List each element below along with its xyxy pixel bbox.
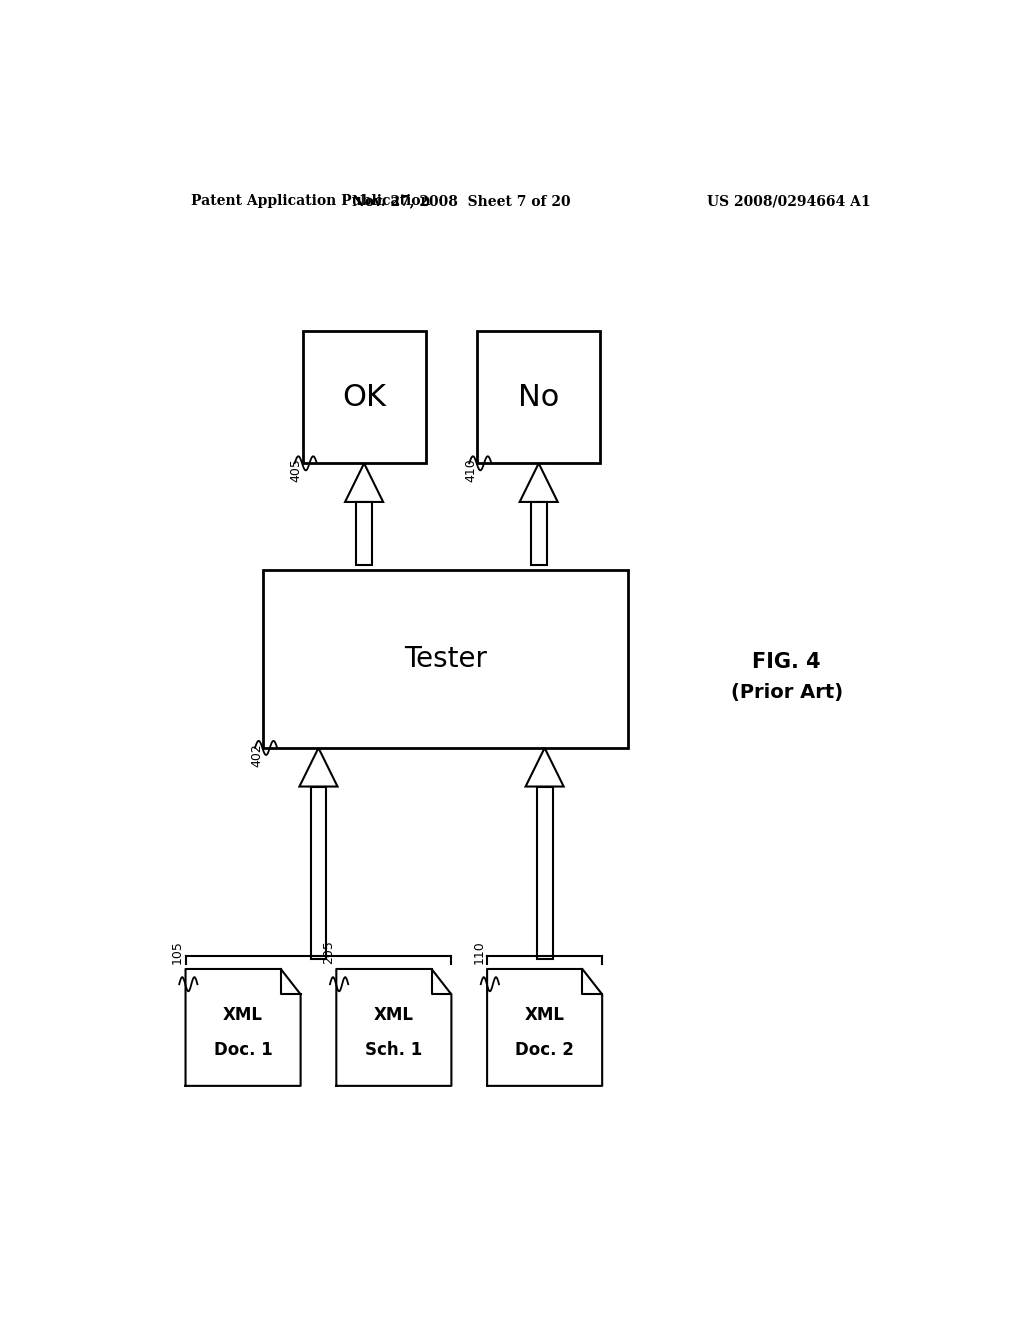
Text: US 2008/0294664 A1: US 2008/0294664 A1 xyxy=(708,194,871,209)
Text: 110: 110 xyxy=(473,940,485,964)
Text: XML: XML xyxy=(223,1006,263,1024)
Text: (Prior Art): (Prior Art) xyxy=(731,682,843,701)
Text: 205: 205 xyxy=(322,940,335,964)
Text: 402: 402 xyxy=(250,743,263,767)
Text: Nov. 27, 2008  Sheet 7 of 20: Nov. 27, 2008 Sheet 7 of 20 xyxy=(352,194,570,209)
Text: XML: XML xyxy=(374,1006,414,1024)
Text: No: No xyxy=(518,383,559,412)
Text: 410: 410 xyxy=(464,458,477,482)
Text: XML: XML xyxy=(524,1006,564,1024)
Text: Doc. 1: Doc. 1 xyxy=(214,1040,272,1059)
Text: 105: 105 xyxy=(171,940,184,964)
Text: Doc. 2: Doc. 2 xyxy=(515,1040,574,1059)
Text: 405: 405 xyxy=(290,458,303,482)
Text: Sch. 1: Sch. 1 xyxy=(366,1040,423,1059)
Text: OK: OK xyxy=(342,383,386,412)
Text: FIG. 4: FIG. 4 xyxy=(753,652,821,672)
Text: Tester: Tester xyxy=(403,645,487,673)
Text: Patent Application Publication: Patent Application Publication xyxy=(191,194,431,209)
